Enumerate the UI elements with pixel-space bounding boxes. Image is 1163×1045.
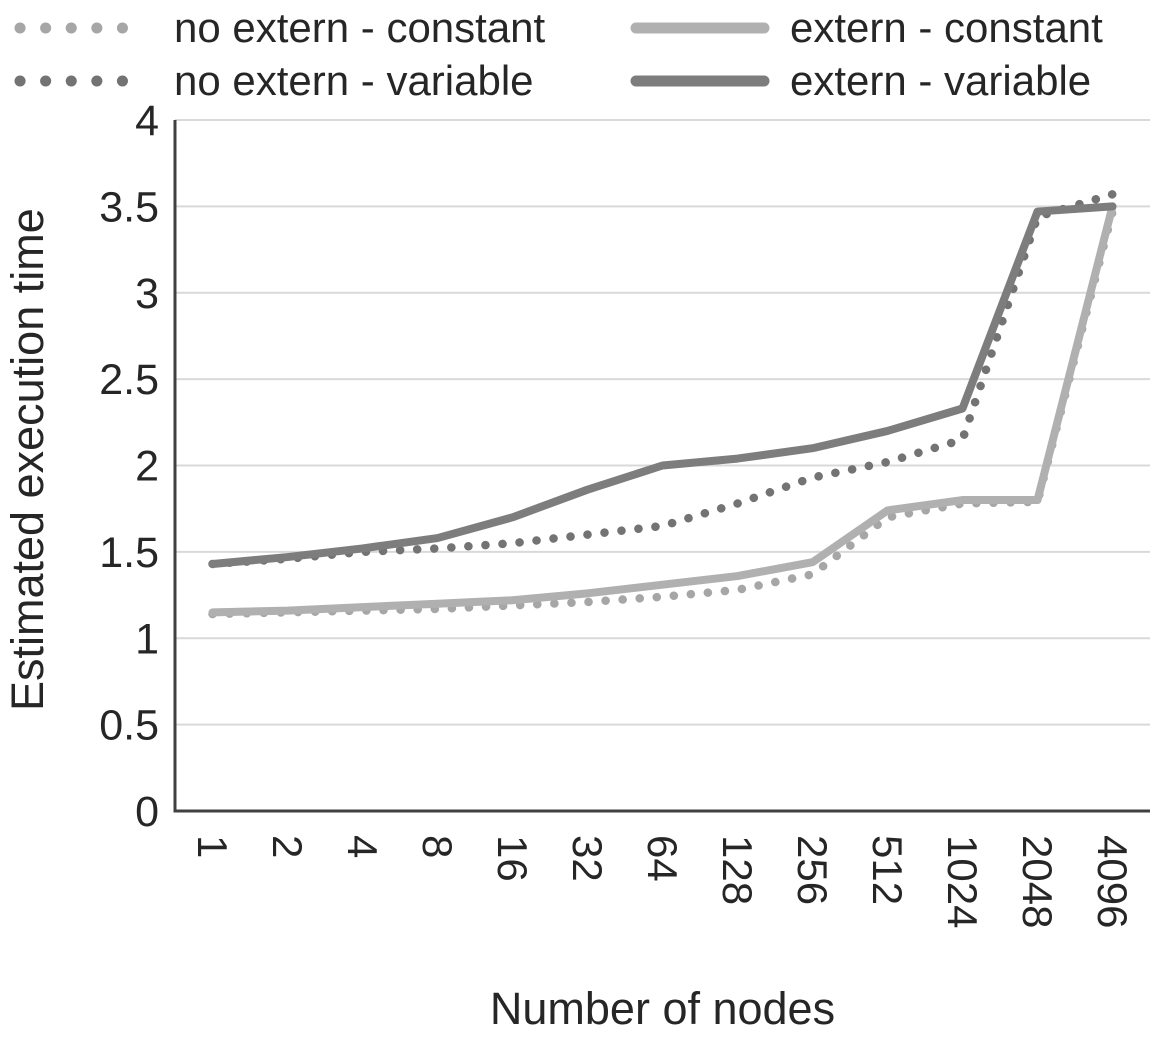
svg-text:2: 2 bbox=[135, 443, 159, 491]
legend-label-no-extern-constant: no extern - constant bbox=[174, 4, 546, 51]
solid-dark-line-swatch bbox=[630, 75, 770, 87]
legend: no extern - constant extern - constant n… bbox=[14, 4, 1159, 104]
svg-text:64: 64 bbox=[639, 835, 686, 882]
legend-item-no-extern-variable: no extern - variable bbox=[14, 57, 630, 104]
svg-text:256: 256 bbox=[789, 835, 836, 905]
solid-light-line-swatch bbox=[630, 22, 770, 34]
svg-text:32: 32 bbox=[564, 835, 611, 882]
svg-text:0: 0 bbox=[135, 788, 159, 836]
legend-label-extern-constant: extern - constant bbox=[790, 4, 1103, 51]
legend-label-extern-variable: extern - variable bbox=[790, 57, 1092, 105]
svg-text:2: 2 bbox=[264, 835, 311, 858]
legend-item-no-extern-constant: no extern - constant bbox=[14, 4, 630, 51]
svg-text:0.5: 0.5 bbox=[99, 702, 159, 750]
svg-text:2048: 2048 bbox=[1014, 835, 1061, 928]
x-axis-title: Number of nodes bbox=[489, 983, 836, 1034]
svg-text:1.5: 1.5 bbox=[99, 529, 159, 577]
svg-text:16: 16 bbox=[489, 835, 536, 882]
legend-item-extern-variable: extern - variable bbox=[630, 57, 1159, 104]
legend-label-no-extern-variable: no extern - variable bbox=[174, 57, 534, 105]
svg-text:8: 8 bbox=[414, 835, 461, 858]
svg-text:4096: 4096 bbox=[1089, 835, 1136, 928]
svg-text:4: 4 bbox=[339, 835, 386, 858]
svg-text:1: 1 bbox=[189, 835, 236, 858]
dotted-dark-line-swatch bbox=[14, 75, 154, 87]
svg-text:1024: 1024 bbox=[939, 835, 986, 928]
svg-text:3: 3 bbox=[135, 270, 159, 318]
svg-text:512: 512 bbox=[864, 835, 911, 905]
svg-text:3.5: 3.5 bbox=[99, 183, 159, 231]
dotted-light-line-swatch bbox=[14, 22, 154, 34]
legend-item-extern-constant: extern - constant bbox=[630, 4, 1159, 51]
y-axis-title: Estimated execution time bbox=[2, 208, 53, 712]
svg-text:128: 128 bbox=[714, 835, 761, 905]
svg-text:4: 4 bbox=[135, 97, 159, 145]
svg-text:2.5: 2.5 bbox=[99, 356, 159, 404]
svg-text:1: 1 bbox=[135, 615, 159, 663]
